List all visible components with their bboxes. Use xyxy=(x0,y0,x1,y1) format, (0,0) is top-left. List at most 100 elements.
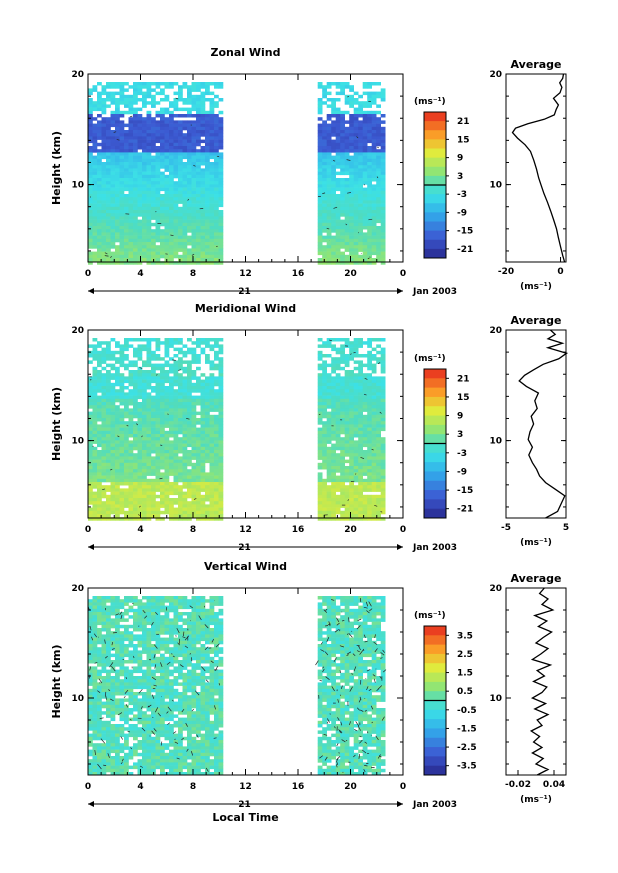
heatmap-cell xyxy=(115,434,120,438)
heatmap-cell xyxy=(376,213,381,217)
heatmap-cell xyxy=(362,181,368,185)
heatmap-cell xyxy=(182,120,188,124)
heatmap-cell xyxy=(376,450,381,454)
heatmap-cell xyxy=(97,418,102,422)
heatmap-cell xyxy=(155,226,161,230)
heatmap-cell xyxy=(115,251,120,256)
heatmap-cell xyxy=(137,466,143,470)
heatmap-cell xyxy=(92,373,98,377)
heatmap-cell xyxy=(326,341,332,345)
heatmap-cell xyxy=(164,149,170,153)
heatmap-cell xyxy=(173,373,179,377)
heatmap-cell xyxy=(101,104,107,108)
heatmap-cell xyxy=(322,363,327,368)
heatmap-cell xyxy=(335,194,341,198)
heatmap-cell xyxy=(340,155,345,160)
heatmap-cell xyxy=(164,213,170,217)
heatmap-cell xyxy=(142,517,147,521)
heatmap-cell xyxy=(187,261,192,265)
heatmap-cell xyxy=(146,446,152,451)
heatmap-cell xyxy=(160,197,165,201)
heatmap-cell xyxy=(322,146,327,150)
heatmap-cell xyxy=(218,430,224,435)
heatmap-cell xyxy=(155,482,161,486)
heatmap-cell xyxy=(128,120,134,124)
heatmap-cell xyxy=(146,165,152,169)
heatmap-cell xyxy=(173,216,179,220)
heatmap-cell xyxy=(146,133,152,137)
heatmap-cell xyxy=(326,405,332,409)
heatmap-cell xyxy=(115,430,120,435)
heatmap-cell xyxy=(335,405,341,409)
heatmap-cell xyxy=(317,187,323,192)
heatmap-cell xyxy=(380,165,386,169)
heatmap-cell xyxy=(191,443,197,448)
heatmap-cell xyxy=(214,344,219,348)
heatmap-cell xyxy=(146,114,152,118)
heatmap-cell xyxy=(349,114,354,118)
heatmap-cell xyxy=(191,450,197,454)
heatmap-cell xyxy=(331,469,336,473)
heatmap-cell xyxy=(92,101,98,105)
heatmap-cell xyxy=(128,238,134,243)
heatmap-cell xyxy=(331,450,336,454)
heatmap-cell xyxy=(173,501,179,505)
heatmap-cell xyxy=(349,178,354,182)
heatmap-cell xyxy=(358,443,363,448)
heatmap-cell xyxy=(155,437,161,441)
heatmap-cell xyxy=(209,475,215,480)
colorbar-swatch xyxy=(424,387,446,398)
heatmap-cell xyxy=(331,485,336,489)
heatmap-cell xyxy=(322,386,327,390)
heatmap-cell xyxy=(353,469,359,473)
heatmap-cell xyxy=(349,222,354,227)
heatmap-cell xyxy=(335,424,341,428)
heatmap-cell xyxy=(133,405,138,409)
heatmap-cell xyxy=(218,373,224,377)
heatmap-cell xyxy=(326,229,332,233)
heatmap-cell xyxy=(128,139,134,144)
heatmap-cell xyxy=(155,504,161,508)
heatmap-cell xyxy=(101,440,107,444)
heatmap-cell xyxy=(367,200,372,204)
heatmap-cell xyxy=(178,395,183,400)
heatmap-cell xyxy=(367,379,372,384)
heatmap-cell xyxy=(322,446,327,451)
heatmap-cell xyxy=(169,206,174,211)
heatmap-cell xyxy=(344,443,350,448)
heatmap-cell xyxy=(218,226,224,230)
heatmap-cell xyxy=(322,488,327,492)
heatmap-cell xyxy=(322,360,327,364)
heatmap-cell xyxy=(182,507,188,512)
heatmap-cell xyxy=(133,226,138,230)
heatmap-cell xyxy=(205,446,210,451)
heatmap-cell xyxy=(173,376,179,380)
heatmap-cell xyxy=(200,498,206,502)
heatmap-cell xyxy=(367,254,372,259)
heatmap-cell xyxy=(367,446,372,451)
heatmap-cell xyxy=(106,475,111,480)
heatmap-cell xyxy=(160,357,165,361)
heatmap-cell xyxy=(349,424,354,428)
heatmap-cell xyxy=(146,197,152,201)
heatmap-cell xyxy=(106,203,111,208)
contour-segment xyxy=(170,234,174,237)
heatmap-cell xyxy=(182,443,188,448)
heatmap-cell xyxy=(146,357,152,361)
heatmap-cell xyxy=(191,136,197,140)
heatmap-cell xyxy=(331,462,336,467)
heatmap-cell xyxy=(124,258,129,262)
heatmap-cell xyxy=(164,123,170,128)
heatmap-cell xyxy=(133,114,138,118)
heatmap-cell xyxy=(182,411,188,416)
heatmap-cell xyxy=(169,472,174,476)
heatmap-cell xyxy=(349,162,354,166)
heatmap-cell xyxy=(151,123,156,128)
heatmap-cell xyxy=(110,245,116,249)
heatmap-cell xyxy=(169,510,174,515)
heatmap-cell xyxy=(331,453,336,457)
heatmap-cell xyxy=(155,405,161,409)
heatmap-cell xyxy=(160,498,165,502)
heatmap-cell xyxy=(137,146,143,150)
heatmap-cell xyxy=(92,402,98,406)
